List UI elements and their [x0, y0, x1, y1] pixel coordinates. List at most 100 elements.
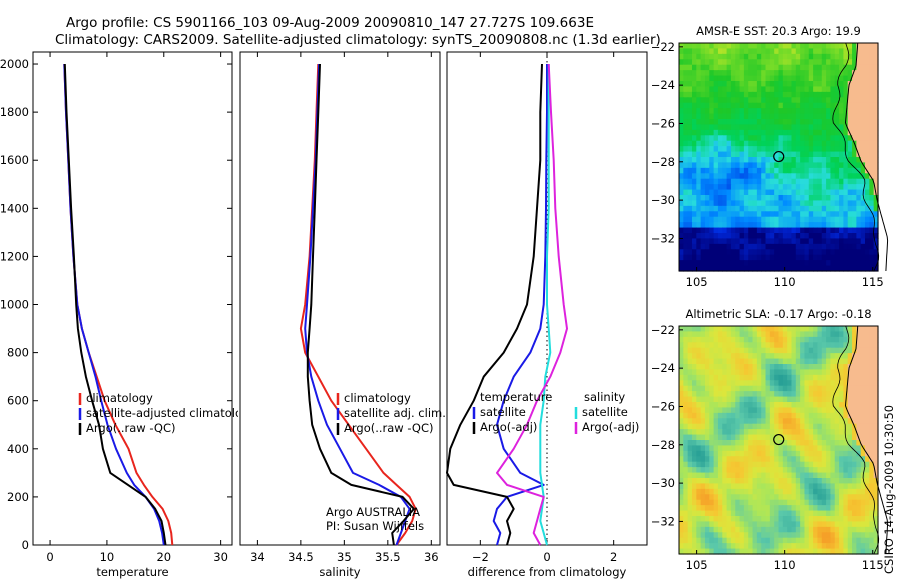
map-cell: [704, 472, 710, 479]
map-cell: [843, 353, 849, 360]
map-cell: [856, 364, 862, 371]
map-cell: [800, 129, 806, 136]
map-cell: [700, 434, 706, 441]
map-cell: [687, 472, 693, 479]
map-cell: [756, 391, 762, 398]
map-cell: [679, 48, 684, 55]
map-cell: [774, 184, 780, 191]
map-cell: [834, 488, 840, 495]
map-cell: [839, 326, 844, 333]
map-cell: [804, 467, 810, 474]
map-cell: [679, 53, 684, 60]
map-cell: [743, 265, 749, 272]
map-cell: [808, 336, 814, 343]
map-cell: [865, 129, 870, 136]
map-cell: [709, 86, 715, 93]
map-cell: [839, 216, 844, 223]
map-cell: [869, 526, 875, 533]
map-cell: [787, 151, 793, 158]
map-cell: [787, 347, 793, 354]
map-cell: [834, 391, 840, 398]
map-cell: [791, 521, 797, 528]
map-cell: [778, 140, 784, 147]
map-cell: [813, 499, 819, 506]
map-cell: [765, 43, 771, 50]
map-cell: [743, 445, 749, 452]
map-cell: [817, 450, 823, 457]
map-cell: [700, 478, 706, 485]
map-cell: [856, 423, 862, 430]
map-cell: [791, 157, 797, 164]
map-cell: [817, 445, 823, 452]
map-cell: [860, 331, 866, 338]
map-cell: [700, 184, 706, 191]
map-cell: [726, 173, 732, 180]
map-cell: [821, 205, 827, 212]
map-cell: [704, 342, 710, 349]
map-cell: [860, 238, 866, 245]
map-cell: [709, 499, 715, 506]
map-cell: [839, 450, 844, 457]
map-cell: [778, 43, 784, 50]
map-cell: [748, 450, 754, 457]
map-cell: [843, 461, 849, 468]
map-cell: [795, 151, 801, 158]
map-cell: [830, 510, 836, 517]
map-cell: [813, 205, 819, 212]
map-cell: [683, 108, 689, 115]
map-cell: [808, 402, 814, 409]
map-cell: [752, 353, 758, 360]
map-cell: [700, 211, 706, 218]
map-cell: [726, 59, 732, 66]
map-cell: [752, 467, 758, 474]
map-cell: [696, 195, 702, 202]
map-cell: [687, 450, 693, 457]
map-cell: [791, 532, 797, 539]
map-cell: [739, 423, 745, 430]
map-cell: [774, 75, 780, 82]
map-cell: [800, 205, 806, 212]
map-cell: [821, 423, 827, 430]
map-cell: [834, 86, 840, 93]
map-cell: [739, 91, 745, 98]
map-cell: [739, 407, 745, 414]
map-cell: [856, 129, 862, 136]
map-cell: [679, 243, 684, 250]
map-cell: [748, 429, 754, 436]
map-cell: [821, 195, 827, 202]
map-cell: [717, 364, 723, 371]
map-cell: [769, 488, 775, 495]
map-cell: [847, 423, 853, 430]
map-cell: [713, 59, 719, 66]
map-cell: [830, 249, 836, 256]
map-cell: [722, 374, 728, 381]
map-cell: [756, 331, 762, 338]
map-cell: [735, 391, 741, 398]
map-cell: [804, 216, 810, 223]
map-cell: [869, 326, 875, 333]
map-cell: [847, 407, 853, 414]
map-cell: [830, 81, 836, 88]
map-cell: [847, 48, 853, 55]
map-cell: [739, 537, 745, 544]
map-cell: [782, 461, 788, 468]
map-cell: [782, 418, 788, 425]
map-cell: [782, 440, 788, 447]
map-cell: [748, 336, 754, 343]
map-cell: [679, 151, 684, 158]
map-cell: [860, 195, 866, 202]
map-cell: [739, 157, 745, 164]
map-cell: [808, 445, 814, 452]
map-cell: [808, 537, 814, 544]
map-cell: [843, 135, 849, 142]
map-cell: [756, 353, 762, 360]
map-cell: [873, 532, 879, 539]
map-cell: [782, 157, 788, 164]
map-cell: [856, 347, 862, 354]
map-cell: [843, 510, 849, 517]
map-cell: [865, 238, 870, 245]
map-cell: [869, 146, 875, 153]
map-cell: [691, 537, 697, 544]
map-cell: [722, 108, 728, 115]
map-cell: [704, 521, 710, 528]
